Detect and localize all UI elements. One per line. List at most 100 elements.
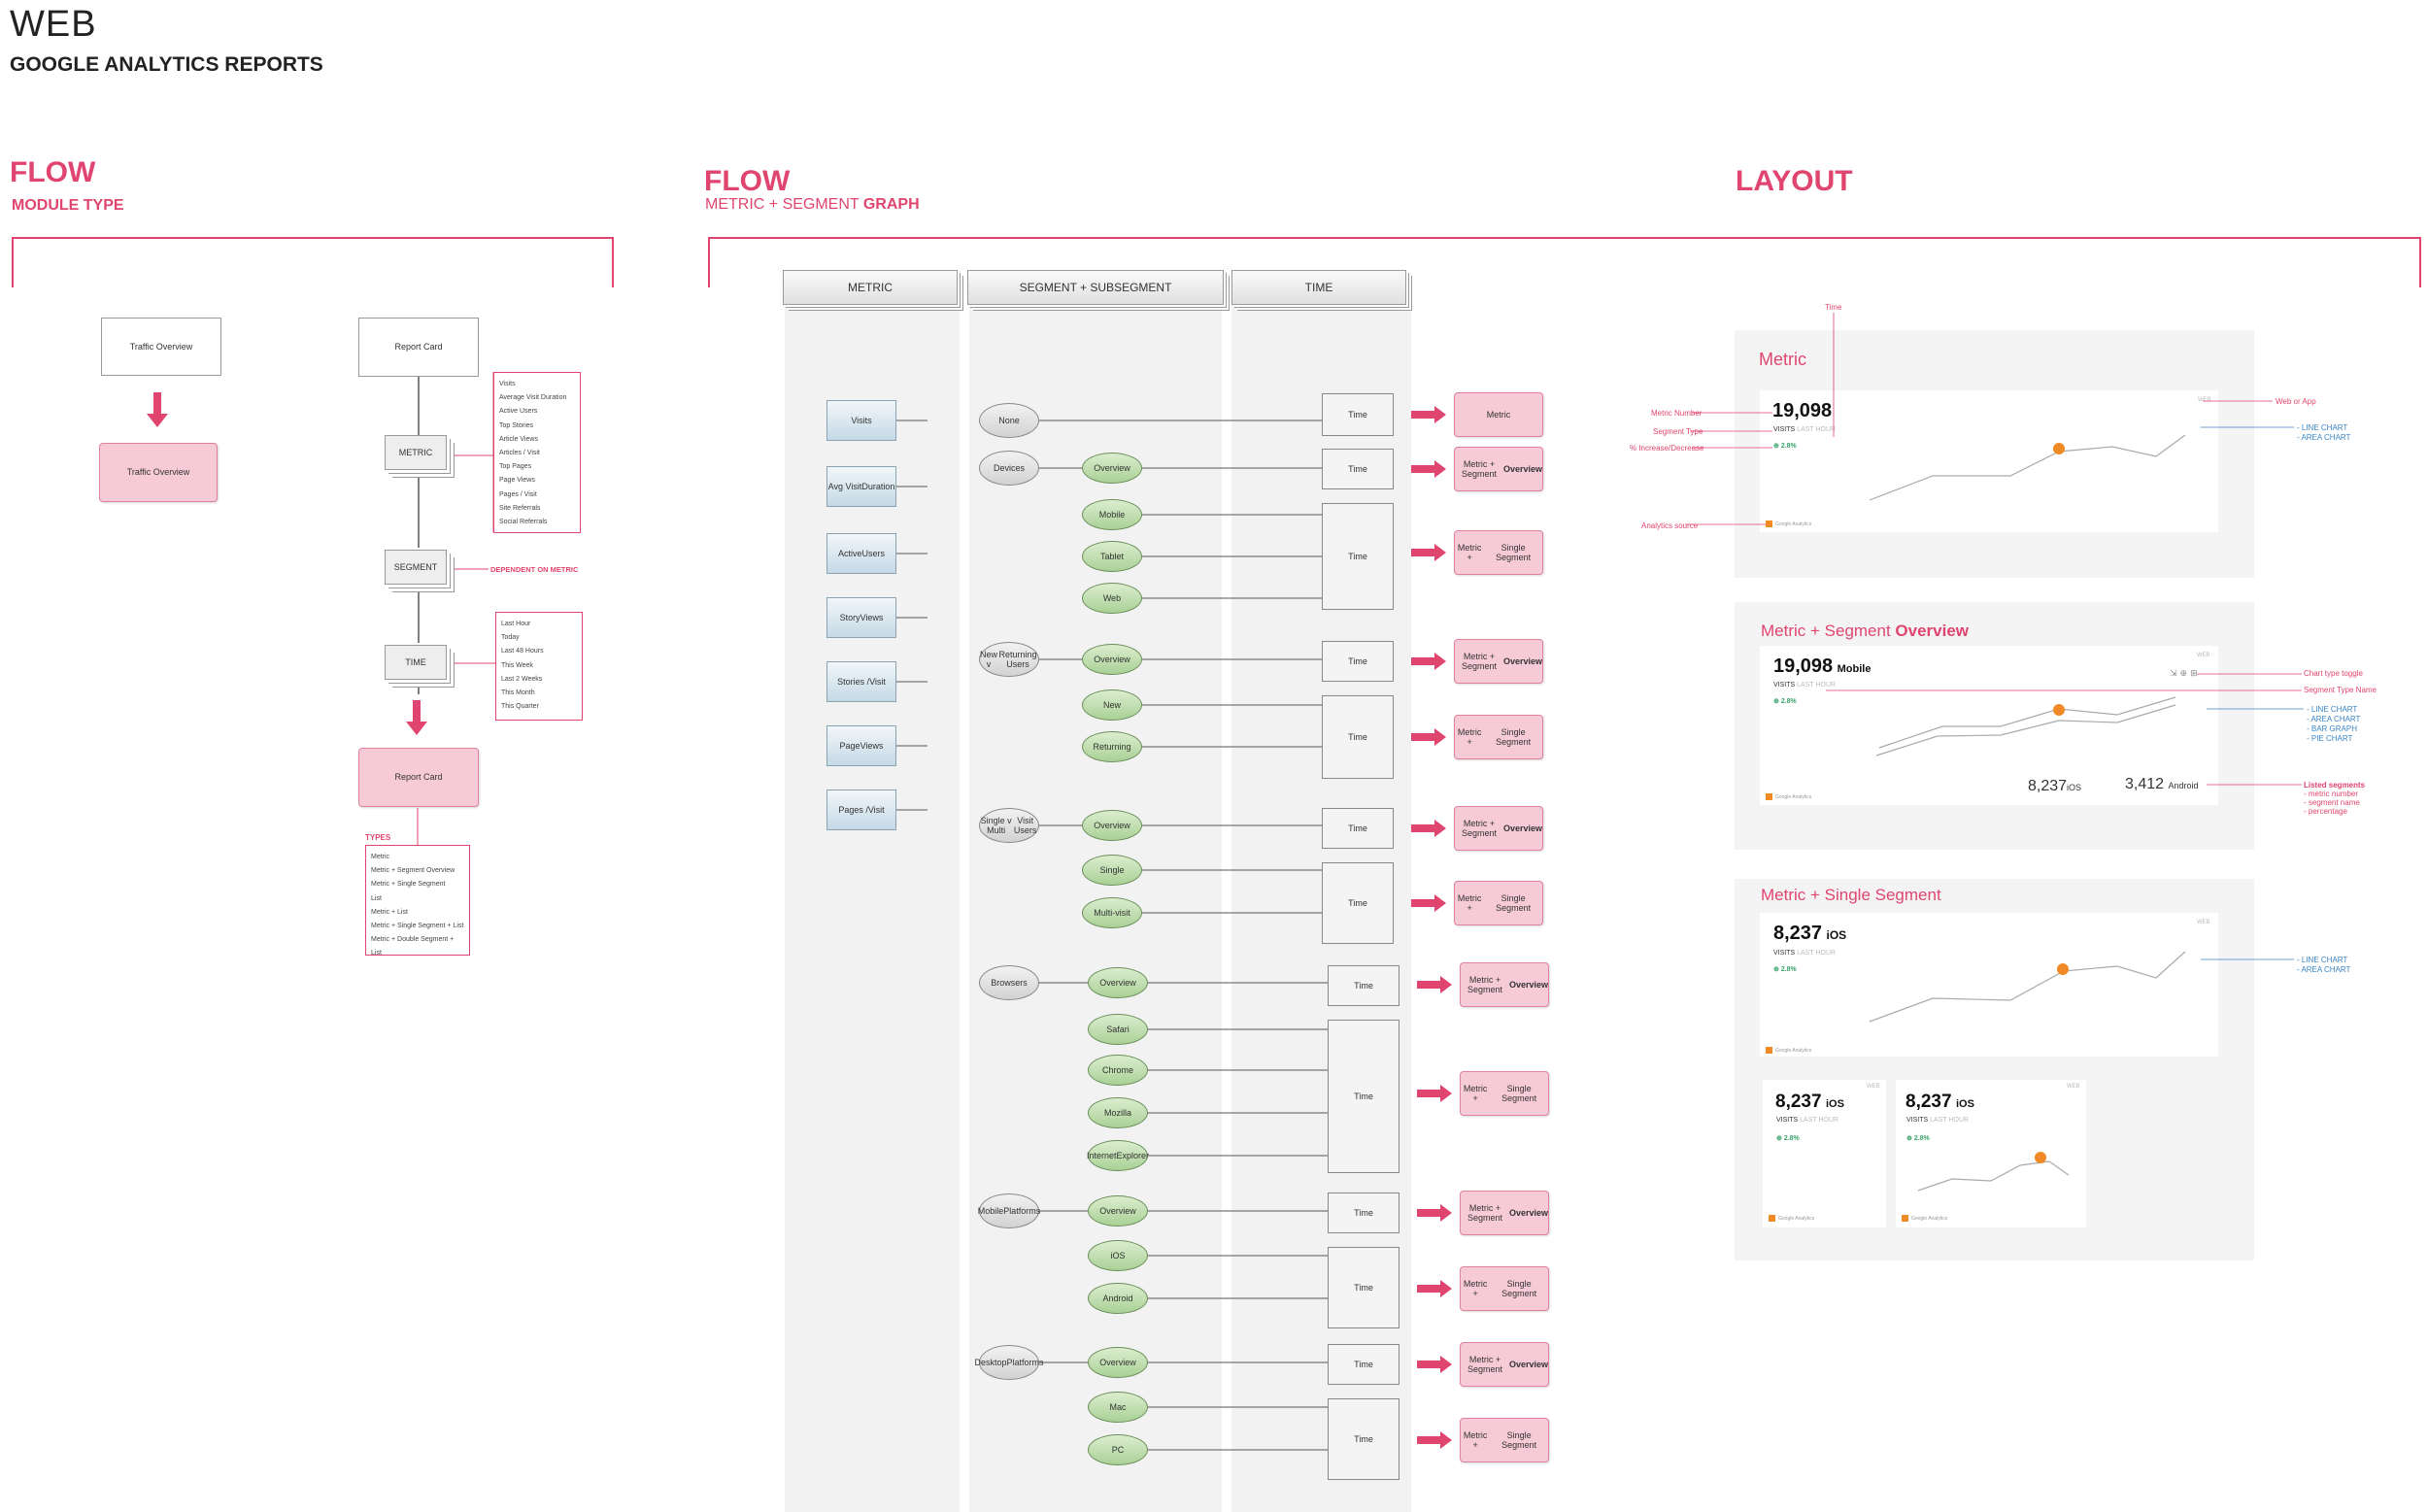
time-node: Time bbox=[1328, 1398, 1399, 1480]
section1-subtitle: MODULE TYPE bbox=[12, 197, 124, 214]
card3-marker bbox=[2057, 963, 2069, 975]
annot-segment-type-name: Segment Type Name bbox=[2304, 686, 2377, 694]
metric-option: Active Users bbox=[499, 408, 538, 416]
overview-seg2: 3,412 Android bbox=[2125, 776, 2199, 793]
overview-seg1-name: iOS bbox=[2067, 783, 2082, 792]
subsegment-node: Android bbox=[1088, 1283, 1148, 1314]
overview-card-period: LAST HOUR bbox=[1797, 682, 1837, 689]
result-segment-overview: Metric + Segment Overview bbox=[1460, 962, 1549, 1007]
card2-sparkline-a bbox=[1878, 696, 2176, 749]
overview-card-ga-source: Google Analytics bbox=[1766, 793, 1811, 800]
time-node: Time bbox=[1328, 1344, 1399, 1385]
overview-card-change: ⊕ 2.8% bbox=[1773, 698, 1797, 705]
listed-segment-item: - metric number bbox=[2304, 790, 2359, 798]
metric-card-change: ⊕ 2.8% bbox=[1773, 443, 1797, 450]
time-option: This Month bbox=[501, 689, 535, 697]
flow-arrow bbox=[1411, 460, 1446, 478]
result-single-segment: Metric + Single Segment bbox=[1460, 1071, 1549, 1116]
segment-node: None bbox=[979, 403, 1039, 438]
result-segment-overview: Metric + Segment Overview bbox=[1460, 1191, 1549, 1235]
time-node: Time bbox=[1328, 1247, 1399, 1328]
result-segment-overview: Metric + Segment Overview bbox=[1454, 639, 1543, 684]
chart-type-item: - PIE CHART bbox=[2307, 734, 2353, 743]
traffic-overview-result-box: Traffic Overview bbox=[99, 443, 218, 502]
chart-type-toggle[interactable]: ⇲⊕⊞ bbox=[2170, 668, 2201, 678]
section2-subtitle: METRIC + SEGMENT GRAPH bbox=[705, 196, 920, 214]
dependent-on-metric-label: DEPENDENT ON METRIC bbox=[490, 565, 579, 574]
type-option: Metric + Single Segment bbox=[371, 881, 446, 889]
metric-column-header: METRIC bbox=[783, 270, 958, 305]
result-segment-overview: Metric + Segment Overview bbox=[1460, 1342, 1549, 1387]
subsegment-node: Overview bbox=[1082, 810, 1142, 841]
subsegment-node: Returning bbox=[1082, 731, 1142, 762]
small-card-1-period: LAST HOUR bbox=[1800, 1117, 1839, 1124]
metric-card-web-badge: WEB bbox=[2198, 397, 2211, 403]
time-step: TIME bbox=[385, 645, 447, 680]
result-single-segment: Metric + Single Segment bbox=[1454, 715, 1543, 759]
small-card-2-ga-source: Google Analytics bbox=[1902, 1215, 1947, 1222]
segment-column-header: SEGMENT + SUBSEGMENT bbox=[967, 270, 1224, 305]
section1-title: FLOW bbox=[10, 156, 96, 188]
metric-option: Social Referrals bbox=[499, 519, 548, 526]
metric-card-number: 19,098 bbox=[1772, 400, 1833, 421]
overview-seg1-value: 8,237 bbox=[2028, 778, 2068, 794]
small-card-1 bbox=[1763, 1080, 1886, 1227]
metric-option: Articles / Visit bbox=[499, 450, 540, 457]
metric-option: Page Views bbox=[499, 477, 535, 485]
card2-sparkline-b bbox=[1875, 704, 2176, 756]
flow-arrow bbox=[1417, 1431, 1452, 1449]
type-option: Metric bbox=[371, 854, 390, 860]
subsegment-node: Internet Explorer bbox=[1087, 1140, 1149, 1171]
subsegment-node: Tablet bbox=[1082, 541, 1142, 572]
flow-arrow bbox=[1411, 406, 1446, 423]
type-option: Metric + Segment Overview bbox=[371, 867, 455, 875]
overview-seg1: 8,237iOS bbox=[2028, 778, 2081, 795]
types-list: Metric Metric + Segment Overview Metric + … bbox=[365, 845, 470, 957]
metric-node: Pages / Visit bbox=[826, 790, 896, 830]
overview-seg2-name: Android bbox=[2168, 781, 2199, 790]
small-card-1-ga-source: Google Analytics bbox=[1769, 1215, 1814, 1222]
subsegment-node: Web bbox=[1082, 583, 1142, 614]
subsegment-node: iOS bbox=[1088, 1240, 1148, 1271]
section1-bracket bbox=[12, 237, 614, 287]
flow-arrow bbox=[1417, 1085, 1452, 1102]
type-option: Metric + List bbox=[371, 908, 408, 916]
metric-card-title: Metric bbox=[1759, 350, 1806, 369]
type-option: Metric + Single Segment + List bbox=[371, 923, 464, 930]
metric-card-visits: VISITS bbox=[1773, 426, 1796, 433]
type-option: List bbox=[371, 894, 382, 902]
small-card-2-sublabel: VISITS LAST HOUR bbox=[1906, 1117, 1969, 1124]
time-node: Time bbox=[1322, 808, 1394, 849]
time-option: This Quarter bbox=[501, 703, 539, 711]
annot-listed-segments: Listed segments - metric number - segment … bbox=[2304, 781, 2366, 816]
metric-option: Visits bbox=[499, 381, 516, 387]
small-card-1-number-row: 8,237 iOS bbox=[1775, 1092, 1844, 1113]
small-card-1-sublabel: VISITS LAST HOUR bbox=[1776, 1117, 1838, 1124]
small-card-2-marker bbox=[2035, 1152, 2046, 1163]
small-card-1-number: 8,237 bbox=[1775, 1092, 1822, 1112]
section2-bracket bbox=[708, 237, 2421, 287]
single-card bbox=[1760, 913, 2218, 1057]
segment-node: Desktop Platforms bbox=[974, 1345, 1044, 1380]
overview-card-title: Metric + Segment Overview bbox=[1761, 622, 1969, 641]
annot-web-or-app: Web or App bbox=[2276, 397, 2316, 406]
overview-card-title-bold: Overview bbox=[1895, 622, 1970, 640]
listed-segment-item: - segment name bbox=[2304, 798, 2360, 807]
report-card-result-box: Report Card bbox=[358, 748, 479, 807]
subsegment-node: Mac bbox=[1088, 1392, 1148, 1423]
subsegment-node: Chrome bbox=[1088, 1055, 1148, 1086]
small-card-2-visits: VISITS bbox=[1906, 1117, 1929, 1124]
card2-marker bbox=[2053, 704, 2065, 716]
metric-step: METRIC bbox=[385, 435, 447, 470]
chart-type-item: - BAR GRAPH bbox=[2307, 724, 2358, 733]
single-card-sublabel: VISITS LAST HOUR bbox=[1773, 950, 1836, 957]
result-segment-overview: Metric + Segment Overview bbox=[1454, 447, 1543, 491]
overview-card-visits: VISITS bbox=[1773, 682, 1796, 689]
metric-option: Pages / Visit bbox=[499, 490, 537, 498]
small-card-1-visits: VISITS bbox=[1776, 1117, 1799, 1124]
small-card-2-number-row: 8,237 iOS bbox=[1905, 1092, 1974, 1113]
flow-arrow bbox=[1417, 1204, 1452, 1222]
page-title: WEB bbox=[10, 4, 97, 45]
